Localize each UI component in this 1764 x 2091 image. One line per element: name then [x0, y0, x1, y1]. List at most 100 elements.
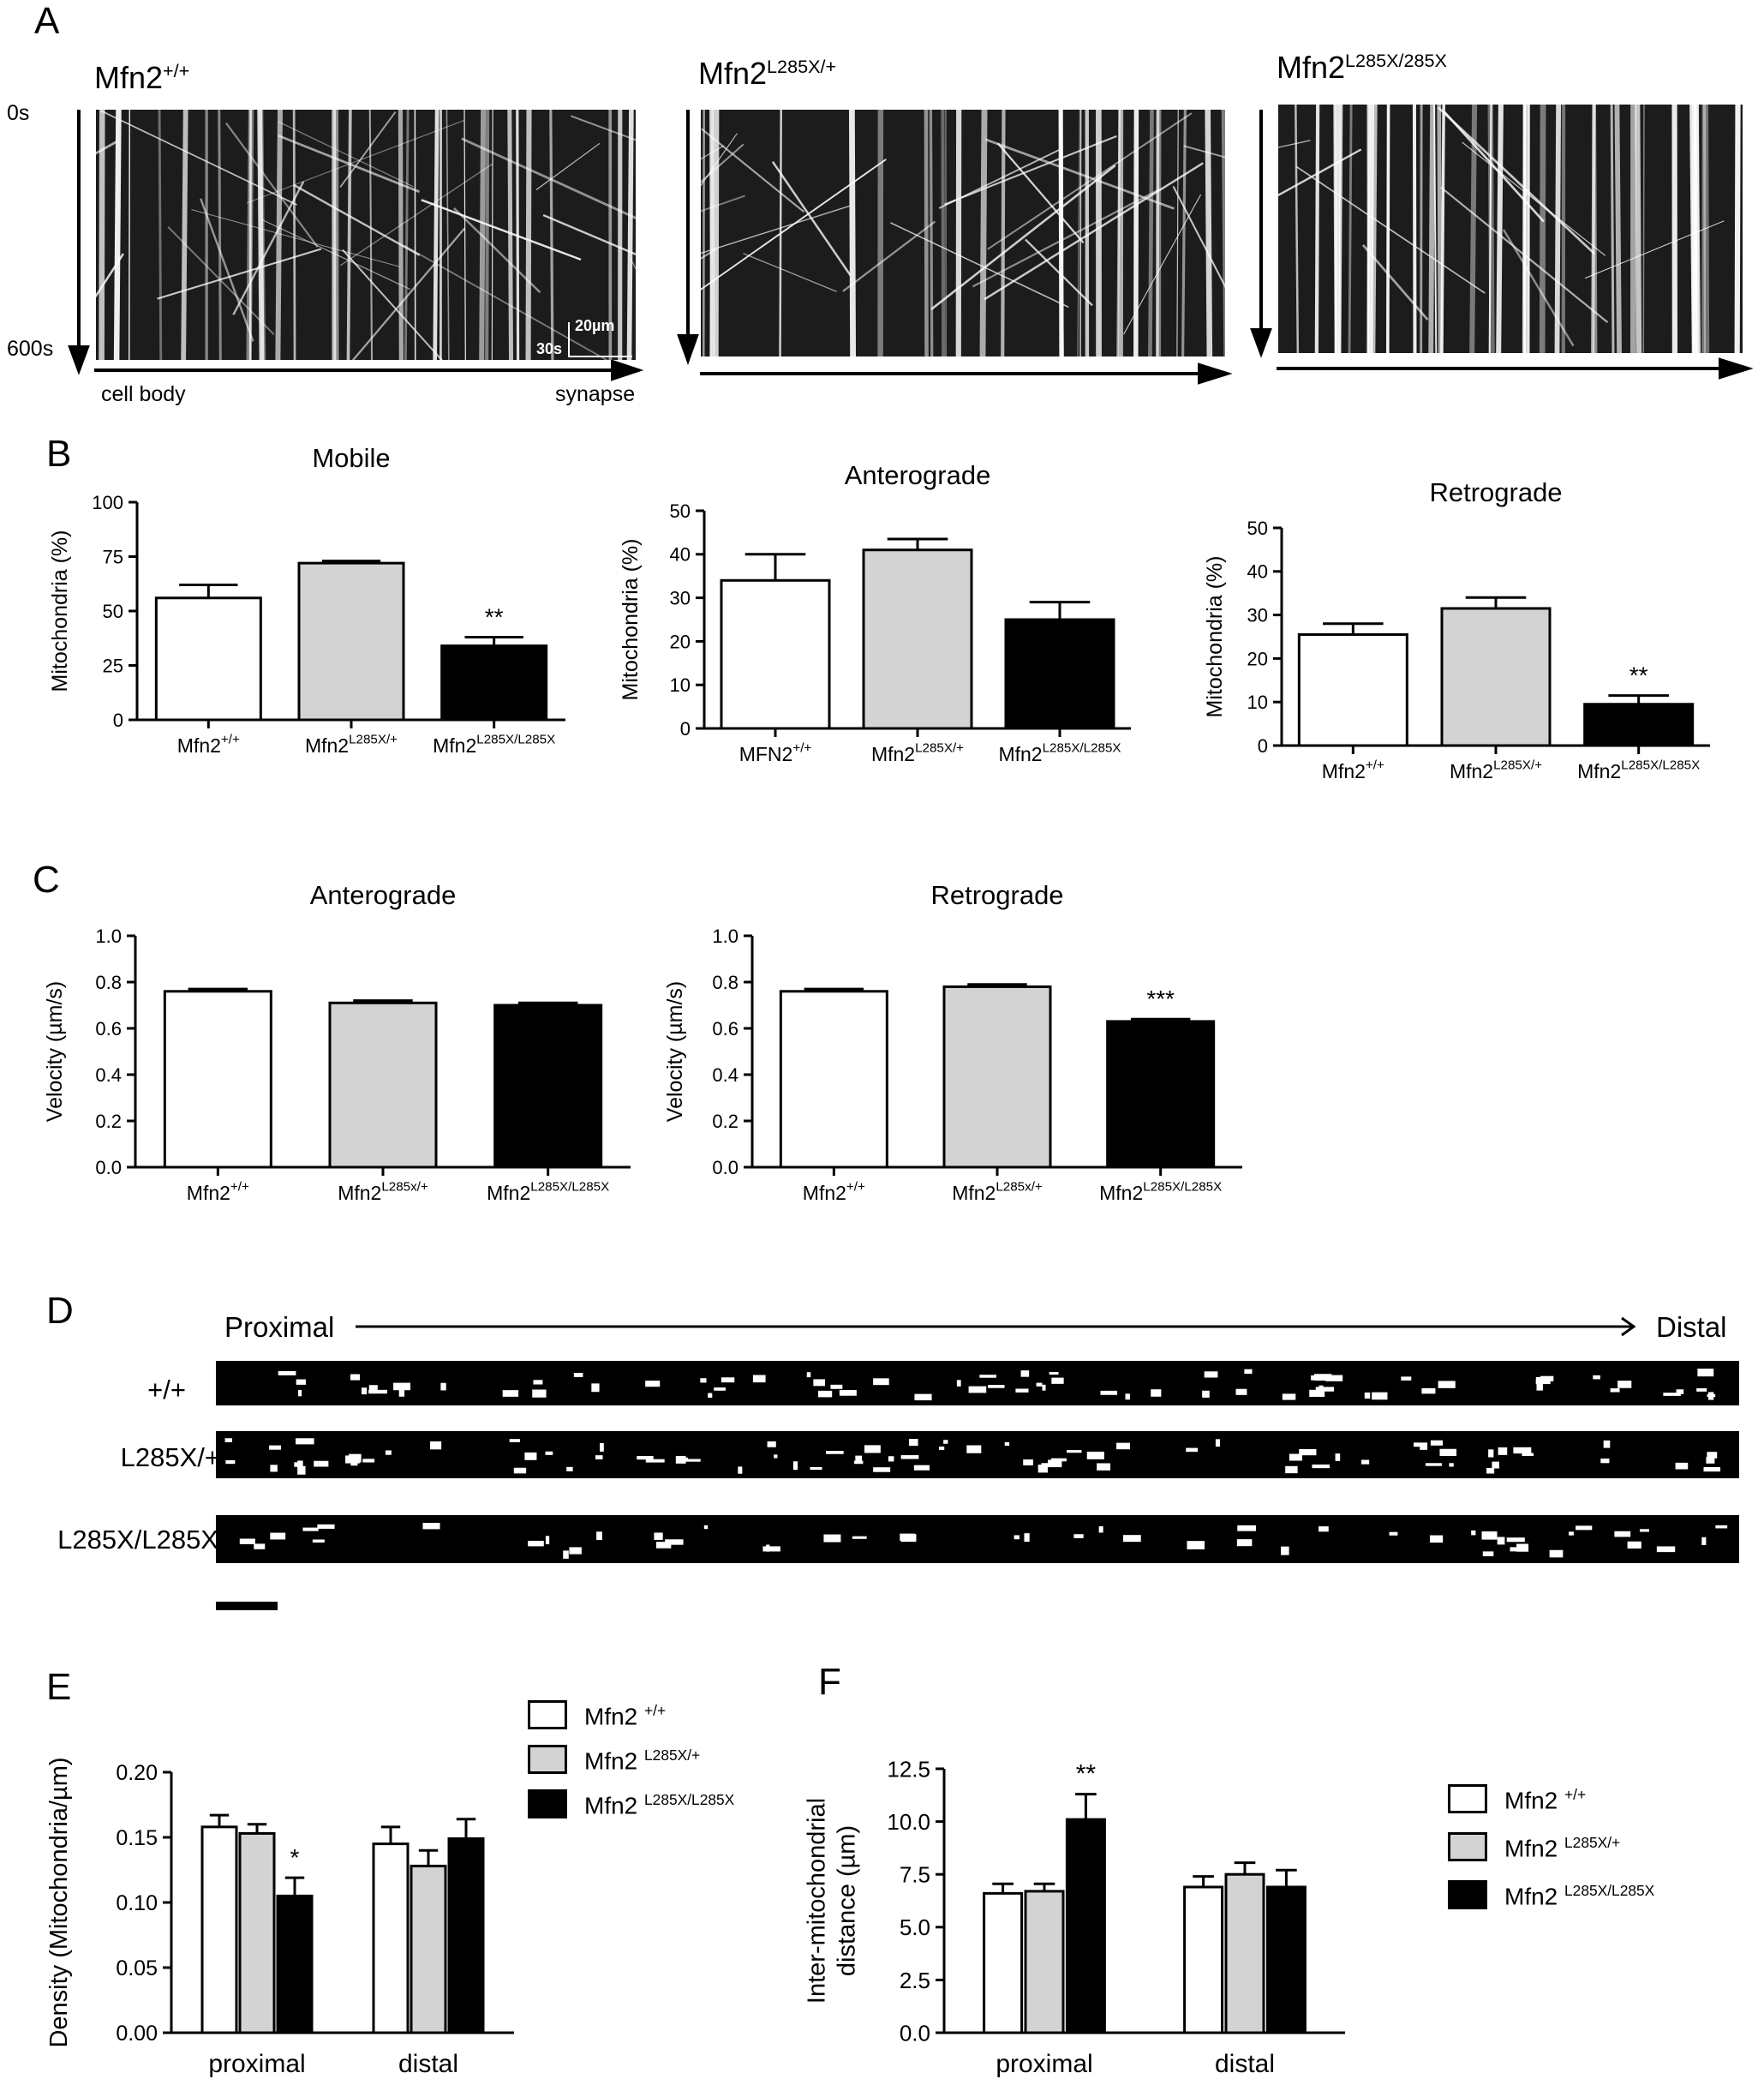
- y-axis-label: Mitochondria (%): [1203, 556, 1227, 718]
- mitochondrion: [1449, 1463, 1453, 1466]
- mitochondrion: [350, 1374, 360, 1380]
- significance-label: *: [290, 1844, 300, 1871]
- mitochondrion: [873, 1378, 889, 1385]
- kymograph-track: [1278, 149, 1361, 271]
- mitochondrion: [1640, 1529, 1649, 1531]
- kymograph-track: [233, 182, 303, 315]
- mitochondrion: [909, 1439, 918, 1446]
- y-tick-label: 0.15: [116, 1826, 158, 1850]
- bar: [864, 550, 972, 728]
- mitochondrion: [440, 1383, 445, 1391]
- y-axis-label: Mitochondria (%): [48, 530, 72, 692]
- bar: [1108, 1022, 1214, 1167]
- x-category-label: proximal: [996, 2050, 1092, 2078]
- mitochondrion: [430, 1441, 441, 1449]
- mitochondrion: [813, 1379, 825, 1386]
- mitochondrion: [1486, 1468, 1494, 1474]
- mitochondrion: [1312, 1465, 1330, 1468]
- kymograph-track: [551, 110, 553, 360]
- mitochondrion: [1283, 1393, 1295, 1399]
- mitochondrion: [1087, 1452, 1104, 1459]
- mitochondrion: [1498, 1537, 1505, 1545]
- kymograph-track: [1223, 110, 1225, 356]
- mitochondrion: [1015, 1388, 1028, 1392]
- mitochondrion: [1507, 1537, 1525, 1542]
- y-axis-label: Mitochondria (%): [619, 539, 643, 701]
- bar: [1226, 1874, 1264, 2033]
- mitochondrion: [1005, 1442, 1009, 1446]
- mitochondrion: [768, 1441, 776, 1447]
- kymograph-track: [1177, 110, 1178, 356]
- kymograph-track: [1080, 110, 1081, 356]
- mitochondrion: [1116, 1443, 1130, 1450]
- mitochondrion: [225, 1460, 235, 1464]
- mitochondrion: [988, 1385, 1004, 1388]
- mitochondrion: [569, 1547, 581, 1554]
- bar: [1442, 608, 1550, 746]
- mitochondrion: [840, 1390, 857, 1396]
- mitochondrion: [563, 1550, 569, 1558]
- significance-label: **: [485, 603, 504, 630]
- mitochondrion: [566, 1467, 573, 1471]
- mitochondrion: [1361, 1460, 1369, 1465]
- y-tick-label: 12.5: [887, 1756, 930, 1782]
- kymograph-track: [1637, 105, 1639, 353]
- mitochondrion: [1663, 1393, 1681, 1396]
- mitochondrion: [296, 1380, 306, 1385]
- mitochondrion: [1628, 1542, 1641, 1549]
- bar: [1267, 1887, 1305, 2033]
- y-tick-label: 0.2: [95, 1111, 122, 1132]
- mitochondrion: [901, 1455, 919, 1459]
- kymograph-track: [1542, 105, 1543, 353]
- x-category-label: Mfn2L285X/+: [1450, 758, 1542, 782]
- x-category-label: Mfn2+/+: [1322, 758, 1384, 782]
- mitochondrion: [774, 1454, 777, 1458]
- mitochondrion: [1708, 1392, 1713, 1399]
- bar: [1185, 1887, 1223, 2033]
- mitochondrion: [1550, 1550, 1564, 1558]
- kymograph-track: [400, 110, 401, 360]
- x-category-label: Mfn2+/+: [177, 733, 240, 757]
- mitochondrion: [1516, 1544, 1528, 1552]
- mitochondrion: [1042, 1385, 1045, 1391]
- mitochondrion: [314, 1461, 328, 1467]
- mitochondrion: [1014, 1535, 1020, 1539]
- y-tick-label: 30: [670, 588, 691, 609]
- legend-swatch-wt: [1448, 1784, 1487, 1813]
- mitochondrion: [1235, 1389, 1247, 1395]
- kymograph-track: [278, 110, 280, 360]
- significance-label: **: [1076, 1760, 1097, 1788]
- kymograph-track: [1370, 105, 1372, 353]
- kymograph-track: [1439, 105, 1440, 353]
- y-axis-label: Velocity (µm/s): [43, 981, 67, 1122]
- mitochondrion: [514, 1468, 526, 1474]
- mitochondrion: [1314, 1374, 1332, 1381]
- mitochondrion: [1023, 1459, 1033, 1465]
- y-tick-label: 1.0: [95, 926, 122, 947]
- mitochondrion: [979, 1375, 996, 1378]
- kymograph-track: [1136, 110, 1137, 356]
- y-tick-label: 0.8: [712, 972, 738, 993]
- kymograph-track: [492, 110, 493, 360]
- kymograph-track: [1150, 110, 1151, 356]
- y-tick-label: 0.10: [116, 1891, 158, 1915]
- kymograph-track: [1612, 105, 1613, 353]
- bar: [721, 580, 829, 728]
- legend-distance: Mfn2 +/+ Mfn2 L285X/+ Mfn2 L285X/L285X: [1448, 1784, 1722, 1921]
- kymograph-track: [159, 110, 161, 360]
- y-axis-label: Velocity (µm/s): [663, 981, 687, 1122]
- y-tick-label: 10: [1247, 692, 1268, 713]
- mitochondrion: [823, 1535, 840, 1543]
- bar: [780, 992, 887, 1167]
- mitochondrion: [1299, 1449, 1316, 1455]
- mitochondrion: [1438, 1381, 1456, 1387]
- mitochondrion: [532, 1390, 546, 1398]
- y-tick-label: 20: [1247, 648, 1268, 669]
- chart-title: Mobile: [312, 443, 390, 473]
- mitochondrion: [1488, 1449, 1493, 1457]
- kymograph-track: [716, 110, 717, 356]
- kymograph-track: [1296, 166, 1486, 293]
- proximal-label: Proximal: [224, 1311, 334, 1344]
- kymograph-track: [1438, 107, 1595, 254]
- y-tick-label: 2.5: [900, 1968, 930, 1993]
